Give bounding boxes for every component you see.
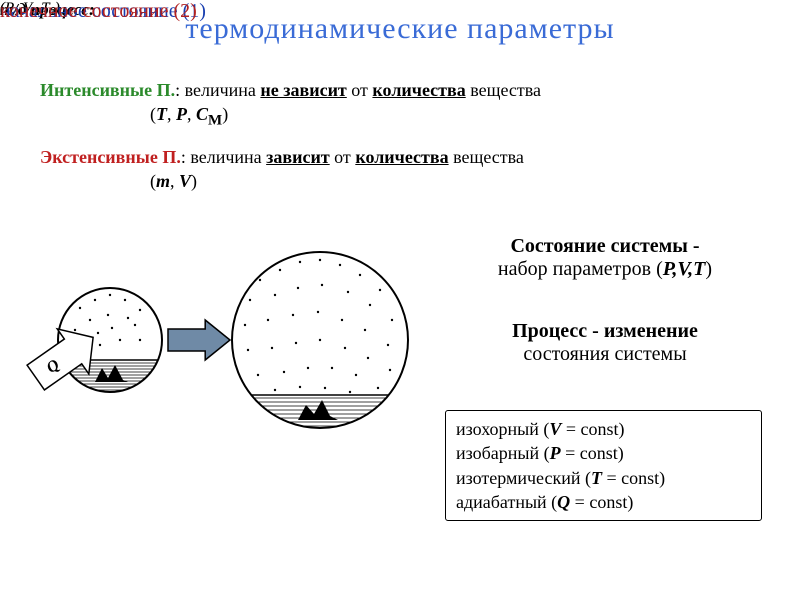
state-definition: Состояние системы - набор параметров (P,… bbox=[440, 235, 770, 281]
def-extensive-kw1: зависит bbox=[266, 147, 330, 167]
def-intensive-kw: количества bbox=[372, 80, 465, 100]
process-type-tail: = const) bbox=[570, 492, 633, 512]
def-extensive-p-v: V bbox=[179, 171, 191, 191]
process-def-bold: Процесс - изменение bbox=[440, 320, 770, 343]
def-extensive-params: (m, V) bbox=[40, 169, 760, 193]
final-state-label: конечное состояние (2) bbox=[0, 0, 197, 23]
process-type-name: изохорный ( bbox=[456, 419, 549, 439]
def-intensive-params: (T, P, CМ) bbox=[40, 102, 760, 131]
def-intensive-p-c: C bbox=[196, 104, 208, 124]
process-type-var: P bbox=[550, 443, 561, 463]
def-extensive-rest-pre: : величина bbox=[181, 147, 266, 167]
def-intensive-label: Интенсивные П. bbox=[40, 80, 175, 100]
process-type-name: изотермический ( bbox=[456, 468, 591, 488]
big-state-circle bbox=[232, 252, 408, 428]
process-type-name: адиабатный ( bbox=[456, 492, 557, 512]
def-intensive-p-p: P bbox=[176, 104, 187, 124]
def-intensive-neg: не зависит bbox=[260, 80, 346, 100]
state-def-p: P,V,T bbox=[663, 258, 706, 280]
state-def-rest: набор параметров (P,V,T) bbox=[440, 258, 770, 281]
transition-arrow bbox=[168, 320, 230, 360]
state-def-rest-pre: набор параметров ( bbox=[498, 258, 663, 280]
def-intensive-rest-mid: от bbox=[347, 80, 373, 100]
def-intensive-p-csub: М bbox=[208, 113, 222, 129]
def-extensive-label: Экстенсивные П. bbox=[40, 147, 181, 167]
def-intensive-line1: Интенсивные П.: величина не зависит от к… bbox=[40, 78, 760, 102]
process-def-rest: состояния системы bbox=[440, 343, 770, 366]
def-extensive-rest-post: вещества bbox=[449, 147, 524, 167]
state-def-bold: Состояние системы - bbox=[440, 235, 770, 258]
slide-root: термодинамические параметры Интенсивные … bbox=[0, 0, 800, 600]
process-type-row: изобарный (P = const) bbox=[456, 441, 751, 465]
process-type-var: T bbox=[591, 468, 602, 488]
def-intensive: Интенсивные П.: величина не зависит от к… bbox=[40, 78, 760, 131]
big-gas-dots bbox=[244, 259, 393, 393]
small-solid-mound bbox=[95, 365, 128, 382]
state-def-rest-post: ) bbox=[705, 258, 712, 280]
def-intensive-rest-post: вещества bbox=[466, 80, 541, 100]
process-type-row: адиабатный (Q = const) bbox=[456, 490, 751, 514]
process-type-name: изобарный ( bbox=[456, 443, 550, 463]
def-intensive-rest-pre: : величина bbox=[175, 80, 260, 100]
def-extensive-rest-mid: от bbox=[330, 147, 356, 167]
def-extensive: Экстенсивные П.: величина зависит от кол… bbox=[40, 145, 760, 194]
process-type-tail: = const) bbox=[561, 443, 624, 463]
state-diagram: Q bbox=[10, 220, 430, 490]
def-intensive-p-t: T bbox=[156, 104, 167, 124]
process-types-box: изохорный (V = const)изобарный (P = cons… bbox=[445, 410, 762, 521]
process-type-row: изотермический (T = const) bbox=[456, 466, 751, 490]
process-definition: Процесс - изменение состояния системы bbox=[440, 320, 770, 366]
process-type-var: Q bbox=[557, 492, 570, 512]
process-type-tail: = const) bbox=[561, 419, 624, 439]
process-type-row: изохорный (V = const) bbox=[456, 417, 751, 441]
def-extensive-kw2: количества bbox=[355, 147, 448, 167]
process-type-tail: = const) bbox=[602, 468, 665, 488]
process-type-var: V bbox=[549, 419, 561, 439]
def-extensive-line1: Экстенсивные П.: величина зависит от кол… bbox=[40, 145, 760, 169]
def-extensive-p-m: m bbox=[156, 171, 170, 191]
